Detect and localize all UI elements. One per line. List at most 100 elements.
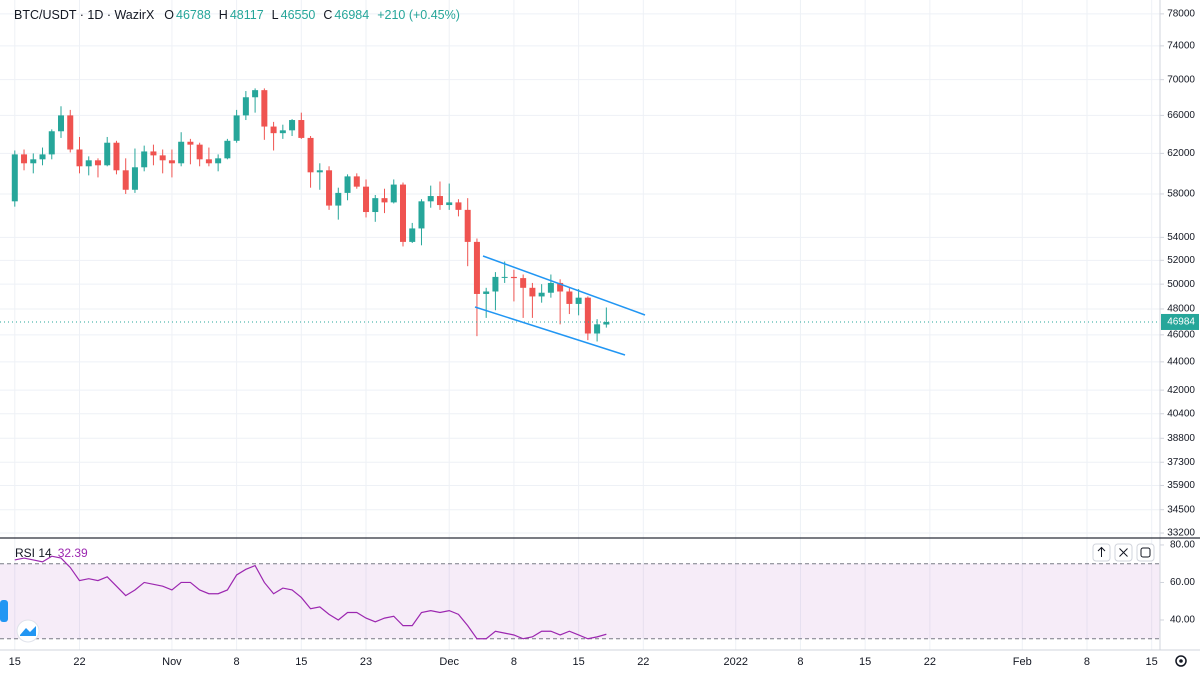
candle-body — [150, 151, 157, 156]
candle-body — [131, 167, 138, 190]
candle-body — [76, 149, 83, 167]
y-tick-label: 35900 — [1167, 480, 1195, 491]
rsi-value: 32.39 — [57, 546, 88, 560]
candle-body — [270, 126, 277, 134]
channel-lower — [474, 306, 626, 356]
candle-body — [159, 155, 166, 161]
candle-body — [21, 154, 28, 164]
last-price-label: 46984 — [1167, 317, 1195, 328]
candle-body — [326, 170, 333, 206]
candle-body — [390, 184, 397, 203]
y-tick-label: 60.00 — [1170, 577, 1195, 588]
x-tick-label: 8 — [1084, 656, 1090, 668]
y-tick-label: 42000 — [1167, 385, 1195, 396]
candle-body — [492, 276, 499, 292]
y-tick-label: 48000 — [1167, 304, 1195, 315]
logo-mark — [20, 626, 36, 636]
candle-body — [316, 170, 323, 173]
candle-body — [538, 292, 545, 297]
candle-body — [196, 144, 203, 160]
change-label: +210 (+0.45%) — [377, 8, 460, 22]
candle-body — [67, 115, 74, 150]
low-label: L — [271, 8, 279, 22]
candle-body — [353, 176, 360, 187]
candle-body — [446, 202, 453, 206]
x-tick-label: 15 — [1146, 656, 1158, 668]
candle-body — [418, 201, 425, 229]
x-tick-label: 23 — [360, 656, 372, 668]
candle-body — [48, 131, 55, 155]
candle-body — [399, 184, 406, 242]
y-tick-label: 58000 — [1167, 189, 1195, 200]
y-tick-label: 52000 — [1167, 255, 1195, 266]
rsi-title: RSI 14 — [15, 546, 52, 560]
maximize-button[interactable] — [1136, 543, 1155, 562]
x-tick-label: 15 — [295, 656, 307, 668]
gear[interactable] — [1175, 655, 1187, 667]
channel-upper — [482, 255, 646, 316]
candle-body — [510, 276, 517, 279]
settings-icon[interactable] — [1175, 655, 1187, 667]
x-tick-label: 8 — [797, 656, 803, 668]
axes: 15 22 Nov 8 15 23 Dec 8 15 22 2022 8 15 22 Feb 8 15 78000… — [9, 9, 1199, 668]
candle-body — [215, 158, 222, 164]
y-tick-label: 33200 — [1167, 528, 1195, 539]
low-value: 46550 — [280, 8, 316, 22]
candle-body — [141, 151, 148, 168]
candle-body — [363, 186, 370, 213]
candle-body — [58, 115, 65, 132]
candle-body — [584, 297, 591, 334]
y-tick-label: 50000 — [1167, 279, 1195, 290]
candle-body — [547, 282, 554, 293]
x-tick-label: Nov — [162, 656, 182, 668]
x-tick-label: 2022 — [724, 656, 748, 668]
candle-body — [520, 278, 527, 288]
candle-body — [603, 321, 610, 325]
y-tick-label: 74000 — [1167, 41, 1195, 52]
x-tick-label: 22 — [924, 656, 936, 668]
candle-body — [409, 228, 416, 242]
pane-buttons[interactable] — [1092, 543, 1155, 562]
candle-body — [529, 287, 536, 297]
x-tick-label: 22 — [637, 656, 649, 668]
grid — [0, 0, 1160, 650]
x-tick-label: Feb — [1013, 656, 1032, 668]
marks — [0, 88, 1160, 640]
candle-body — [104, 142, 111, 166]
candle-body — [335, 192, 342, 206]
y-tick-label: 62000 — [1167, 148, 1195, 159]
y-tick-label: 34500 — [1167, 504, 1195, 515]
candle-body — [289, 120, 296, 131]
candle-body — [575, 297, 582, 304]
candle-body — [187, 141, 194, 145]
arrow-icon — [1097, 546, 1106, 557]
last-price-box — [1161, 313, 1199, 330]
gear-center — [1179, 659, 1183, 663]
y-tick-label: 37300 — [1167, 457, 1195, 468]
rsi-header: RSI 14 32.39 — [15, 546, 88, 560]
candle-body — [242, 97, 249, 116]
close-label: C — [323, 8, 333, 22]
band-fill — [0, 563, 1160, 639]
candle-body — [94, 160, 101, 166]
x-tick-label: 8 — [511, 656, 517, 668]
candle-body — [233, 115, 240, 141]
close-icon — [1119, 548, 1128, 557]
candle-body — [557, 282, 564, 292]
candle-body — [464, 209, 471, 242]
candle-body — [279, 130, 286, 134]
y-tick-label: 38800 — [1167, 433, 1195, 444]
x-tick-label: 15 — [9, 656, 21, 668]
candle-body — [30, 159, 37, 164]
open-value: 46788 — [176, 8, 211, 22]
high-label: H — [218, 8, 228, 22]
x-tick-label: 8 — [234, 656, 240, 668]
x-tick-label: 15 — [572, 656, 584, 668]
legend-header: BTC/USDT · 1D · WazirX O 46788 H 48117 L 46… — [14, 8, 466, 22]
side-tab[interactable] — [0, 600, 8, 622]
y-tick-label: 46000 — [1167, 329, 1195, 340]
x-tick-label: 22 — [73, 656, 85, 668]
symbol-title: BTC/USDT · 1D · WazirX — [14, 8, 155, 22]
open-label: O — [164, 8, 175, 22]
